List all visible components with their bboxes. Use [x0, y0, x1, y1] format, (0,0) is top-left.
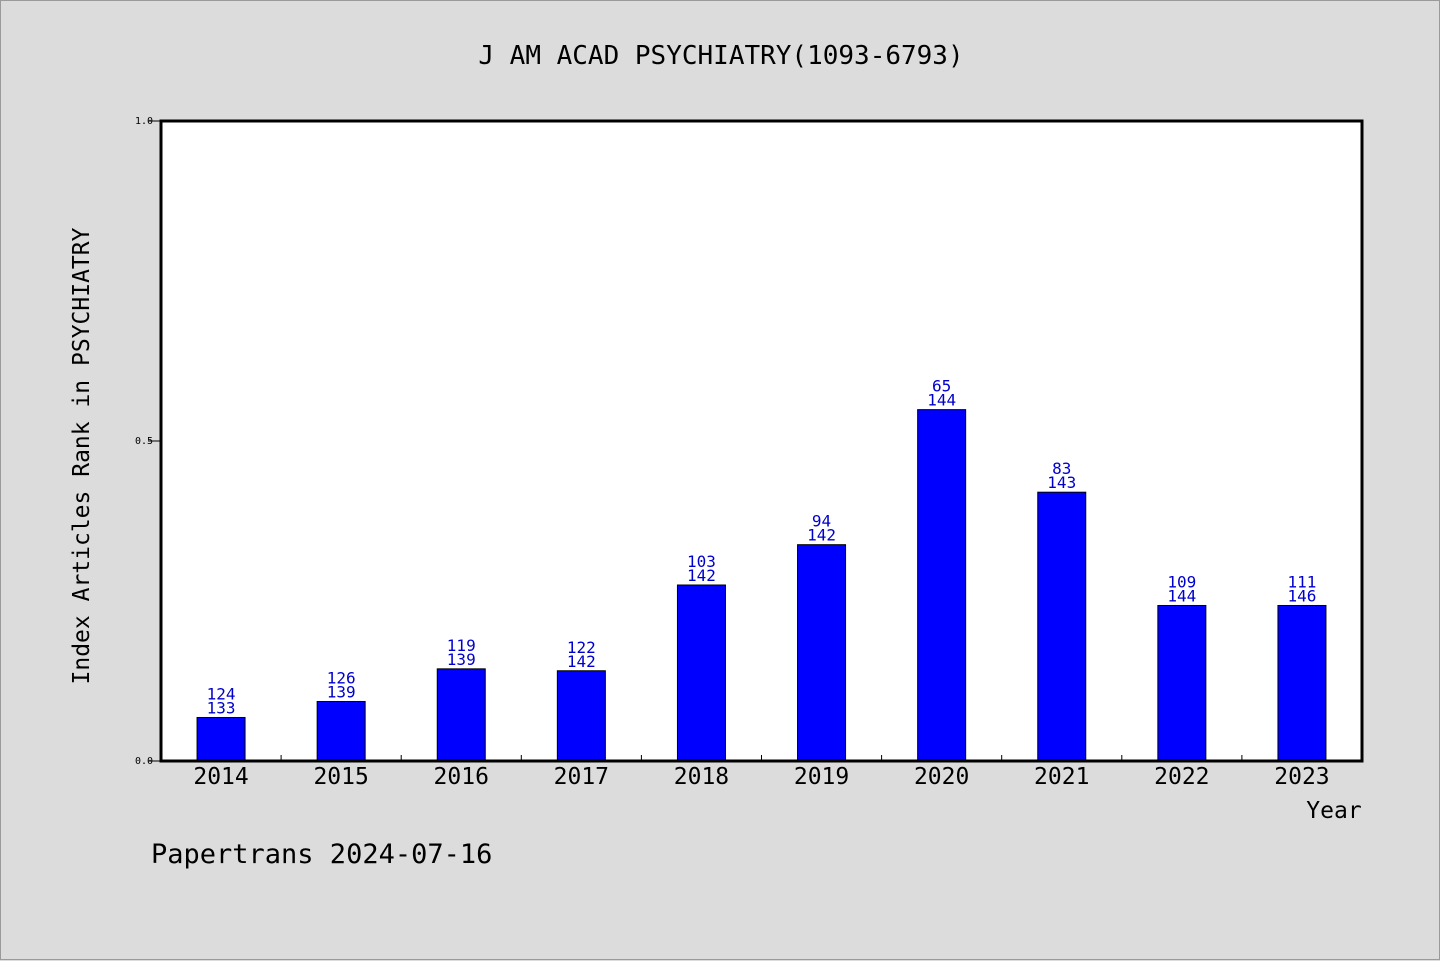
bar-total-label: 142	[687, 566, 716, 585]
bar-total-label: 133	[207, 698, 236, 717]
y-ticks-layer: 0.0 0.5 1.0	[135, 116, 161, 767]
x-ticks-layer: 2014 2015 2016 2017 2018 2019 2020 2021 2022 2023	[193, 755, 1330, 790]
plot-border	[159, 119, 1364, 763]
bar-total-label: 144	[1167, 586, 1196, 605]
bar-2021	[1037, 491, 1087, 762]
bar-2016	[436, 668, 486, 762]
bar-rank-label: 94	[812, 512, 831, 531]
chart-title: J AM ACAD PSYCHIATRY(1093-6793)	[478, 41, 963, 71]
bar-2020	[917, 409, 967, 762]
y-tick-label: 0.5	[135, 436, 153, 447]
x-tick-label: 2019	[794, 764, 849, 790]
bar-2017	[556, 670, 606, 762]
bar-2015	[316, 700, 366, 762]
x-tick-label: 2020	[914, 764, 969, 790]
bar-2022	[1157, 604, 1207, 762]
y-tick-label: 1.0	[135, 116, 153, 127]
bars-layer: 1241331261391191391221421031429414265144…	[196, 377, 1327, 762]
y-tick-label: 0.0	[135, 756, 153, 767]
x-tick-label: 2016	[434, 764, 489, 790]
bar-total-label: 143	[1047, 473, 1076, 492]
bar-total-label: 139	[327, 682, 356, 701]
bar-rank-label: 103	[687, 552, 716, 571]
bar-total-label: 144	[927, 391, 956, 410]
bar-rank-label: 111	[1287, 572, 1316, 591]
bar-total-label: 142	[567, 652, 596, 671]
bar-rank-label: 126	[327, 668, 356, 687]
y-axis-label: Index Articles Rank in PSYCHIATRY	[69, 227, 95, 684]
bar-rank-label: 83	[1052, 459, 1071, 478]
bar-rank-label: 109	[1167, 572, 1196, 591]
bar-2018	[676, 584, 726, 762]
bar-total-label: 139	[447, 650, 476, 669]
x-tick-label: 2022	[1154, 764, 1209, 790]
bar-rank-label: 122	[567, 638, 596, 657]
bar-rank-label: 119	[447, 636, 476, 655]
bar-rank-label: 65	[932, 377, 951, 396]
x-tick-label: 2023	[1274, 764, 1329, 790]
bar-rank-label: 124	[207, 684, 236, 703]
bar-total-label: 146	[1287, 586, 1316, 605]
bar-2014	[196, 716, 246, 762]
x-tick-label: 2015	[313, 764, 368, 790]
x-tick-label: 2014	[193, 764, 248, 790]
x-tick-label: 2018	[674, 764, 729, 790]
x-axis-label: Year	[1306, 798, 1361, 824]
bar-total-label: 142	[807, 526, 836, 545]
x-tick-label: 2021	[1034, 764, 1089, 790]
footer-credit: Papertrans 2024-07-16	[151, 839, 492, 870]
bar-2019	[797, 544, 847, 762]
bar-2023	[1277, 604, 1327, 762]
x-tick-label: 2017	[554, 764, 609, 790]
